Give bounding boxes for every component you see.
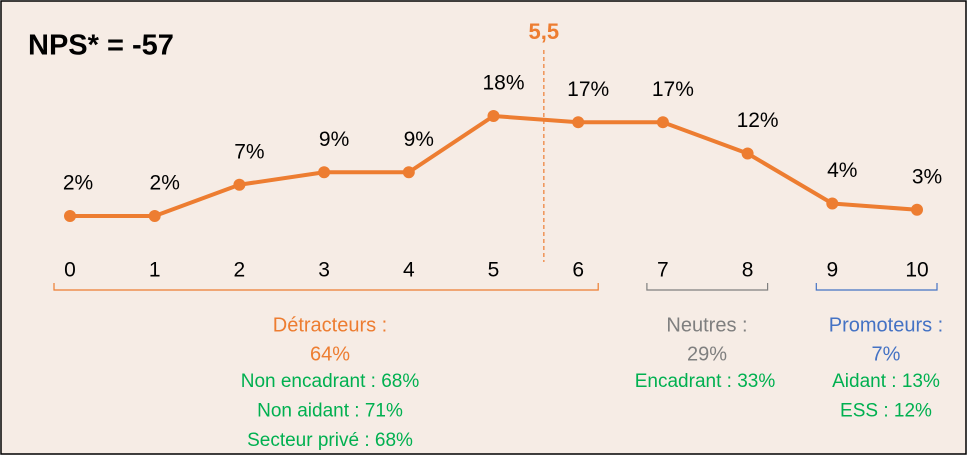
point	[148, 210, 161, 222]
group-detail: Aidant : 13%	[832, 371, 940, 392]
group-bracket	[53, 283, 599, 291]
data-label: 2%	[63, 172, 93, 195]
data-label: 4%	[827, 159, 857, 182]
data-label: 18%	[482, 72, 524, 95]
point	[64, 210, 76, 222]
point	[402, 166, 415, 179]
point	[911, 203, 923, 216]
x-tick-label: 9	[826, 259, 838, 282]
group-detail: Non encadrant : 68%	[241, 371, 420, 392]
data-label: 2%	[150, 172, 180, 195]
group-share: 7%	[872, 343, 901, 365]
group-bracket	[646, 283, 769, 291]
point	[487, 110, 500, 122]
data-label: 9%	[319, 128, 349, 151]
point	[656, 116, 669, 129]
point	[572, 116, 585, 129]
x-tick-label: 3	[318, 259, 330, 282]
point	[233, 178, 246, 191]
data-label: 17%	[567, 78, 609, 101]
group-detail: Encadrant : 33%	[635, 371, 776, 392]
x-tick-label: 4	[403, 259, 415, 282]
data-label: 3%	[912, 165, 942, 188]
x-tick-label: 7	[657, 259, 669, 282]
group-detail: Secteur privé : 68%	[247, 430, 413, 451]
data-label: 9%	[404, 128, 434, 151]
data-label: 12%	[737, 109, 779, 132]
point	[318, 166, 331, 179]
x-tick-label: 2	[234, 259, 246, 282]
data-label: 7%	[234, 140, 264, 163]
x-tick-label: 0	[64, 259, 76, 282]
annotation-label: 5,5	[529, 19, 560, 44]
x-tick-label: 1	[149, 259, 161, 282]
data-label: 17%	[652, 78, 694, 101]
x-tick-label: 5	[488, 259, 500, 282]
chart-title: NPS* = -57	[28, 30, 174, 62]
point	[741, 147, 754, 160]
x-tick-label: 10	[905, 259, 928, 282]
point	[826, 197, 839, 210]
group-detail: Non aidant : 71%	[257, 401, 403, 422]
x-tick-label: 6	[572, 259, 584, 282]
x-tick-label: 8	[742, 259, 754, 282]
group-name: Détracteurs :	[273, 314, 387, 336]
group-name: Neutres :	[666, 314, 747, 336]
group-bracket	[815, 283, 938, 291]
group-share: 64%	[310, 343, 350, 365]
group-share: 29%	[687, 343, 727, 365]
group-name: Promoteurs :	[829, 314, 943, 336]
group-detail: ESS : 12%	[840, 401, 932, 422]
